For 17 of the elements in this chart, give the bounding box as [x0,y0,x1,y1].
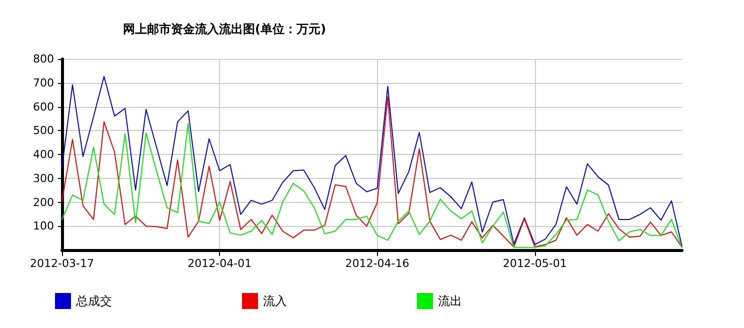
y-tick-label: 800 [33,52,54,66]
legend-label: 流入 [263,294,287,308]
legend-label: 总成交 [75,294,112,308]
y-tick-label: 100 [33,220,54,233]
x-tick-label: 2012-03-17 [30,257,94,270]
x-tick-label: 2012-04-01 [188,257,252,270]
chart-title: 网上邮市资金流入流出图(单位：万元) [123,22,326,36]
y-tick-label: 400 [33,148,54,161]
legend-label: 流出 [438,294,462,308]
y-tick-label: 500 [33,124,54,138]
y-tick-label: 300 [33,172,54,185]
x-tick-label: 2012-05-01 [502,257,567,270]
x-tick-label: 2012-04-16 [345,257,410,270]
y-tick-label: 700 [33,76,54,90]
y-tick-label: 200 [33,196,54,209]
y-tick-label: 600 [33,100,54,114]
line-series [62,122,682,249]
